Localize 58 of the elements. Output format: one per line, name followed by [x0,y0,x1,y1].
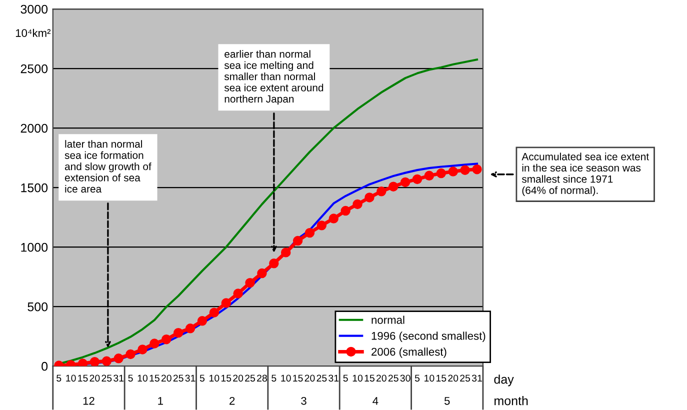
x-tick-label: 30 [400,374,410,382]
text: 2 [230,396,235,405]
x-tick-label: 5 [56,374,62,382]
y-tick-label: 0 [42,362,48,371]
x-tick-label: 5 [272,374,276,382]
text: 5 [444,397,450,405]
x-tick-label: 10 [138,374,148,382]
x-tick-label: 28 [257,374,267,382]
x-tick-label: 20 [304,374,315,382]
y-axis-title: 10⁴km² [16,28,51,37]
y-tick-label: 1500 [21,183,48,192]
y-tick-label: 2000 [20,124,48,133]
x-tick-label: 5 [200,374,205,382]
x-tick-label: 31 [472,374,482,382]
x-tick-label: 10 [352,374,363,382]
x-tick-label: 10 [281,374,291,382]
x-tick-label: 15 [436,374,446,382]
x-tick-label: 5 [128,374,133,382]
text: 3 [301,396,306,405]
text: month [494,396,528,406]
x-tick-label: 31 [185,374,196,382]
x-tick-label: 25 [173,374,184,382]
legend-label: 1996 (second smallest) [372,332,486,342]
y-tick-label: 3000 [20,4,48,14]
x-tick-label: 15 [364,374,374,382]
x-tick-label: 25 [316,374,327,382]
annotation: later than normal sea ice formation and slow growth of extension of sea ice area [64,140,152,193]
x-tick-label: 10 [210,374,220,382]
x-axis-title: day [494,374,514,386]
text: 1 [158,397,163,405]
y-tick-label: 500 [28,302,48,312]
x-tick-label: 5 [343,374,348,382]
y-tick-label: 1000 [21,242,48,252]
annotation: earlier than normal sea ice melting and smaller than normal sea ice extent around northern Japan [224,50,324,105]
x-tick-label: 15 [293,374,303,382]
x-tick-label: 5 [414,374,420,382]
text: 4 [372,397,378,405]
x-tick-label: 20 [376,374,386,382]
x-tick-label: 20 [161,374,172,382]
x-tick-label: 25 [245,374,256,382]
x-tick-label: 31 [328,374,339,382]
x-tick-label: 20 [233,374,244,382]
x-tick-label: 10 [424,374,434,382]
x-tick-label: 25 [102,374,112,382]
x-tick-label: 20 [448,374,458,382]
x-tick-label: 20 [90,374,100,382]
legend-label: 2006 (smallest) [372,348,446,358]
x-tick-label: 15 [150,374,160,382]
y-tick-label: 2500 [20,64,48,74]
x-tick-label: 31 [114,374,124,382]
text: Accumulated sea ice extent in the sea ice season was smallest since 1971 (64% of normal). [522,152,649,196]
legend-label: normal [372,316,404,324]
x-tick-label: 25 [388,374,398,382]
x-tick-label: 15 [221,374,232,382]
x-tick-label: 10 [66,374,76,382]
text: 12 [83,396,94,405]
x-tick-label: 15 [78,374,88,382]
x-tick-label: 25 [460,374,470,382]
